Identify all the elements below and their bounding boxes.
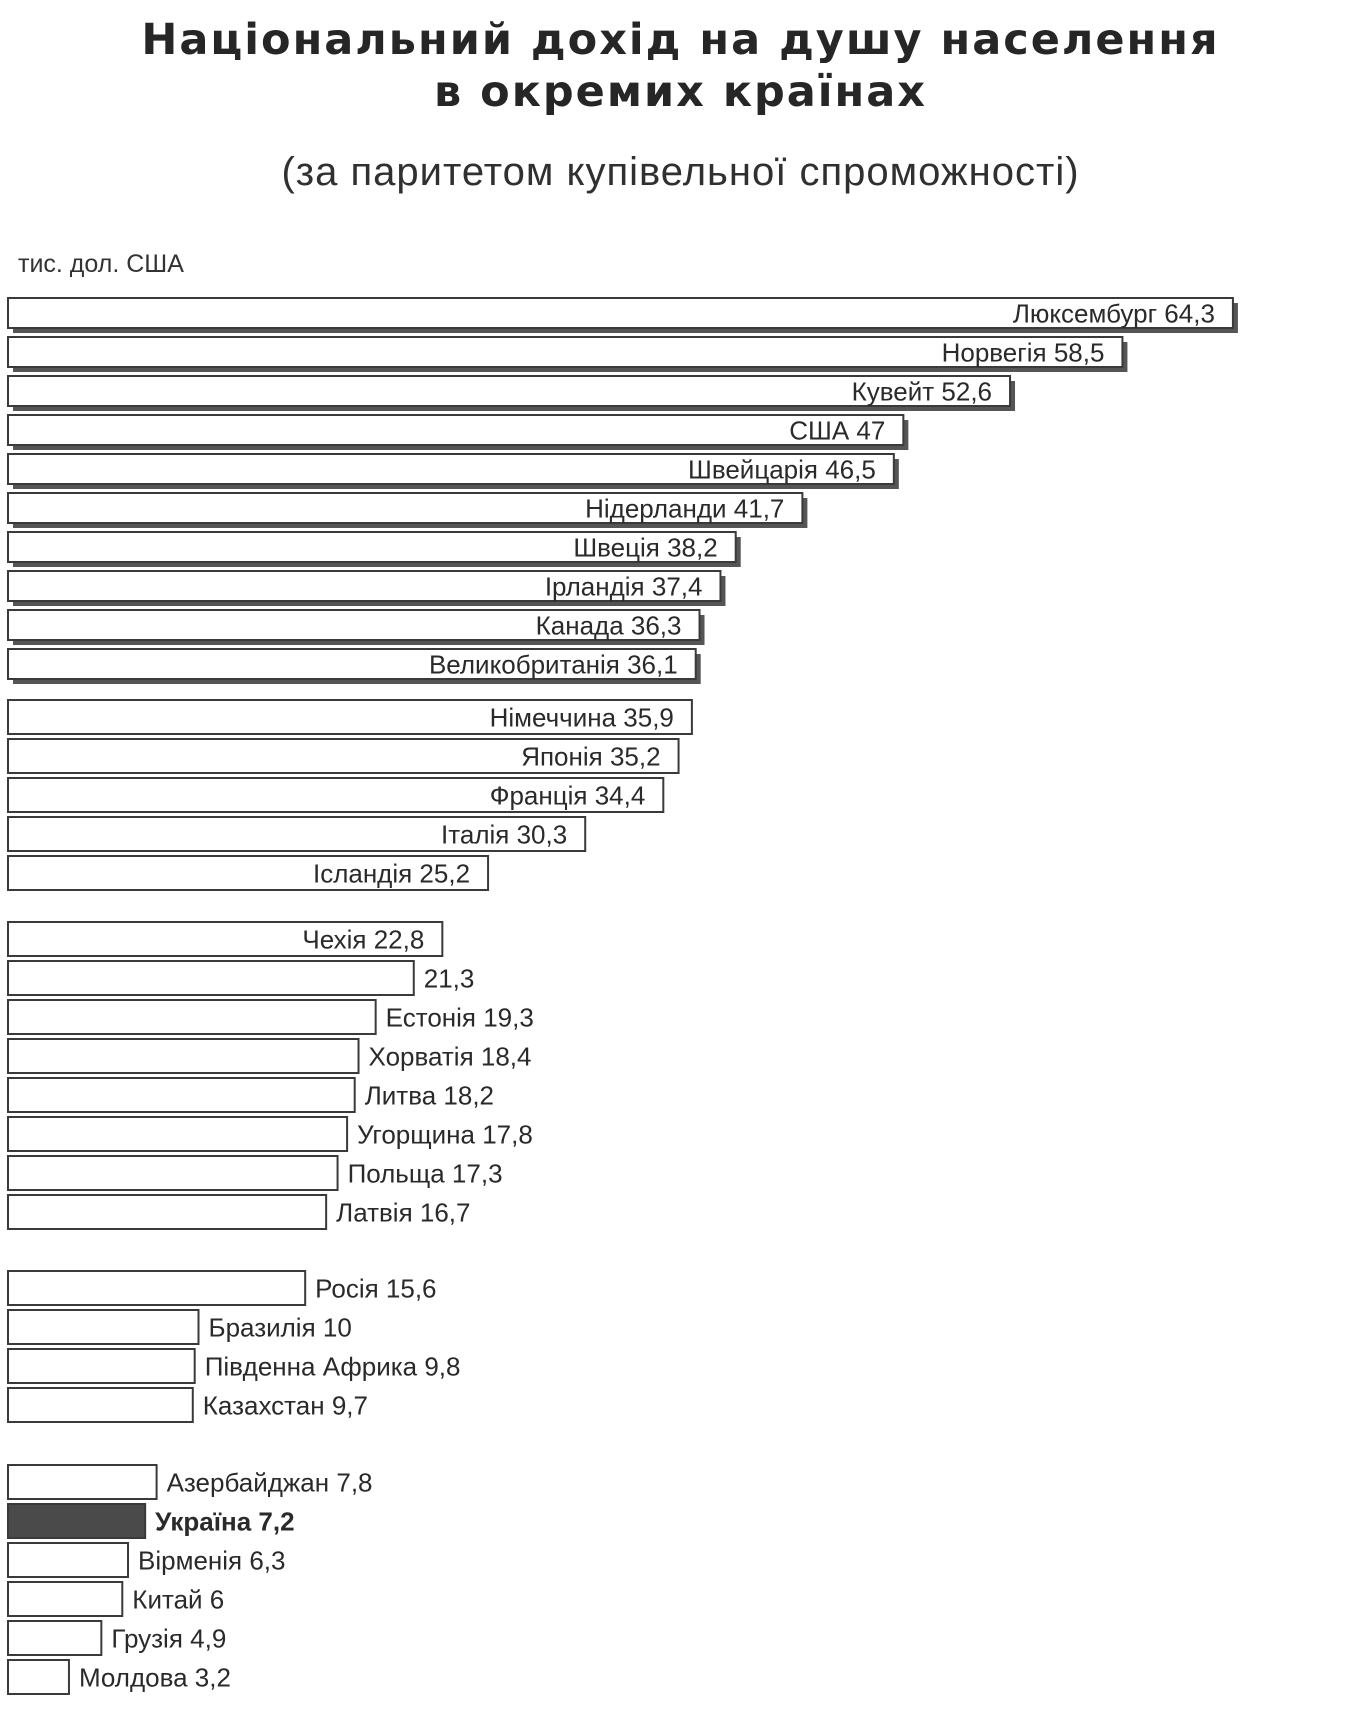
bar-вірменія-2: [7, 1542, 130, 1578]
bar-label-unlabelled-1: 21,3: [424, 963, 475, 993]
bar-польща-6: [7, 1155, 339, 1191]
bar-label-естонія-2: Естонія 19,3: [386, 1002, 534, 1032]
bar-кувейт-2: [7, 375, 1012, 407]
bar-канада-8: [7, 609, 701, 641]
bar-label-казахстан-3: Казахстан 9,7: [203, 1390, 368, 1420]
bar-україна-1: [7, 1503, 147, 1539]
bar-бразилія-1: [7, 1309, 200, 1345]
bar-label-україна-1: Україна 7,2: [155, 1506, 294, 1536]
chart-subtitle: (за паритетом купівельної спроможності): [281, 150, 1080, 194]
bar-росія-0: [7, 1270, 307, 1306]
bar-label-грузія-4: Грузія 4,9: [111, 1623, 226, 1653]
bar-ісландія-4: [7, 855, 490, 891]
bar-label-південна-африка-2: Південна Африка 9,8: [205, 1351, 461, 1381]
bar-label-бразилія-1: Бразилія 10: [209, 1312, 352, 1342]
value-axis-label: тис. дол. США: [18, 250, 184, 278]
bar-label-росія-0: Росія 15,6: [315, 1273, 436, 1303]
bar-label-кувейт-2: Кувейт 52,6: [852, 376, 992, 406]
bar-unlabelled-1: [7, 960, 415, 996]
bar-великобританія-9: [7, 648, 697, 680]
bar-чехія-0: [7, 921, 444, 957]
bar-label-швейцарія-4: Швейцарія 46,5: [688, 454, 876, 484]
bar-label-латвія-7: Латвія 16,7: [336, 1197, 470, 1227]
bar-хорватія-3: [7, 1038, 360, 1074]
bar-норвегія-1: [7, 336, 1124, 368]
bar-label-польща-6: Польща 17,3: [348, 1158, 503, 1188]
bar-label-нідерланди-5: Нідерланди 41,7: [585, 493, 784, 523]
bar-люксембург-0: [7, 297, 1234, 329]
bar-естонія-2: [7, 999, 377, 1035]
bar-label-хорватія-3: Хорватія 18,4: [369, 1041, 532, 1071]
bar-label-франція-2: Франція 34,4: [490, 780, 646, 810]
bar-швеція-6: [7, 531, 737, 563]
bar-label-ісландія-4: Ісландія 25,2: [313, 858, 470, 888]
bar-китай-3: [7, 1581, 124, 1617]
chart-title: Національний дохід на душу населення в о…: [0, 14, 1361, 118]
bar-азербайджан-0: [7, 1464, 158, 1500]
bar-італія-3: [7, 816, 587, 852]
chart-title-line-2: в окремих країнах: [433, 67, 928, 117]
bar-label-китай-3: Китай 6: [132, 1584, 224, 1614]
chart-title-line-1: Національний дохід на душу населення: [141, 15, 1220, 65]
bar-label-литва-4: Литва 18,2: [365, 1080, 494, 1110]
bar-латвія-7: [7, 1194, 328, 1230]
bar-швейцарія-4: [7, 453, 895, 485]
bar-label-італія-3: Італія 30,3: [441, 819, 567, 849]
bar-label-сша-3: США 47: [789, 415, 885, 445]
bar-label-швеція-6: Швеція 38,2: [573, 532, 717, 562]
bar-литва-4: [7, 1077, 356, 1113]
bar-label-молдова-5: Молдова 3,2: [79, 1662, 231, 1692]
bar-угорщина-5: [7, 1116, 349, 1152]
bar-label-ірландія-7: Ірландія 37,4: [545, 571, 703, 601]
bar-німеччина-0: [7, 699, 693, 735]
bar-японія-1: [7, 738, 680, 774]
bar-label-великобританія-9: Великобританія 36,1: [429, 649, 678, 679]
bar-label-угорщина-5: Угорщина 17,8: [357, 1119, 533, 1149]
bar-label-канада-8: Канада 36,3: [536, 610, 682, 640]
bar-label-азербайджан-0: Азербайджан 7,8: [167, 1467, 373, 1497]
bar-label-японія-1: Японія 35,2: [521, 741, 660, 771]
bar-нідерланди-5: [7, 492, 804, 524]
bar-казахстан-3: [7, 1387, 194, 1423]
bar-франція-2: [7, 777, 665, 813]
bar-ірландія-7: [7, 570, 722, 602]
bar-молдова-5: [7, 1659, 70, 1695]
bar-грузія-4: [7, 1620, 103, 1656]
bar-південна-африка-2: [7, 1348, 196, 1384]
bar-label-чехія-0: Чехія 22,8: [302, 924, 424, 954]
bar-label-люксембург-0: Люксембург 64,3: [1013, 298, 1215, 328]
bar-сша-3: [7, 414, 905, 446]
bar-label-норвегія-1: Норвегія 58,5: [942, 337, 1105, 367]
bar-label-вірменія-2: Вірменія 6,3: [138, 1545, 286, 1575]
bar-label-німеччина-0: Німеччина 35,9: [490, 702, 674, 732]
